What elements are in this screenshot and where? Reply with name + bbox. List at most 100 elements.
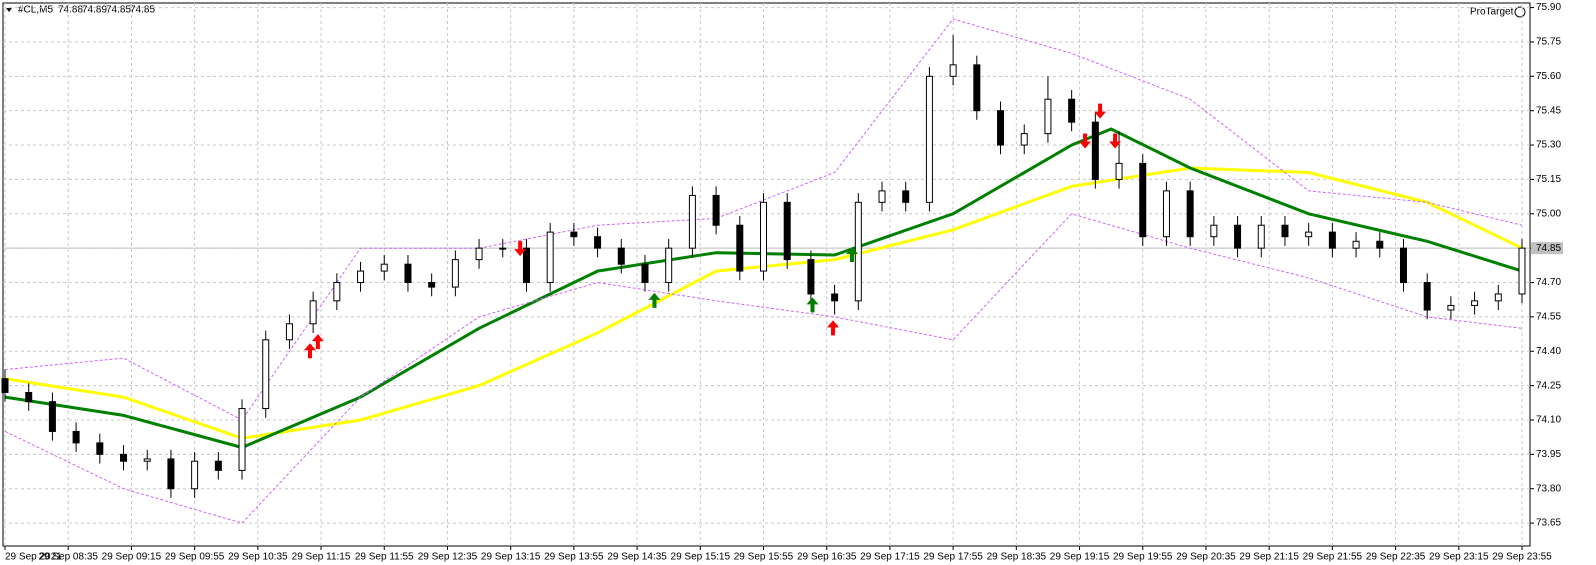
candle-body bbox=[760, 201, 767, 272]
candle-body bbox=[1186, 190, 1194, 238]
y-tick-label: 75.30 bbox=[1536, 140, 1561, 151]
x-tick-label: 29 Sep 08:35 bbox=[38, 552, 98, 563]
signal-arrow bbox=[1094, 103, 1107, 119]
candle-body bbox=[1020, 133, 1028, 146]
candle-body bbox=[357, 270, 365, 284]
x-tick-label: 29 Sep 19:55 bbox=[1113, 552, 1173, 563]
header-value: 74.85 bbox=[130, 5, 155, 16]
candle-body bbox=[262, 339, 270, 410]
x-tick-label: 29 Sep 12:35 bbox=[418, 552, 478, 563]
x-tick-label: 29 Sep 16:35 bbox=[797, 552, 857, 563]
x-tick-label: 29 Sep 15:55 bbox=[734, 552, 794, 563]
x-tick-label: 29 Sep 17:15 bbox=[860, 552, 920, 563]
candle-body bbox=[1091, 121, 1099, 180]
y-tick-label: 75.45 bbox=[1536, 105, 1561, 116]
candle-body bbox=[333, 282, 341, 302]
indicator-icon bbox=[1514, 6, 1526, 18]
x-tick-label: 29 Sep 23:55 bbox=[1492, 552, 1552, 563]
signal-arrow bbox=[806, 297, 819, 313]
last-price-label: 74.85 bbox=[1536, 243, 1561, 254]
x-tick-label: 29 Sep 17:55 bbox=[923, 552, 983, 563]
x-tick-label: 29 Sep 13:15 bbox=[481, 552, 541, 563]
candle-body bbox=[143, 458, 151, 462]
x-tick-label: 29 Sep 18:35 bbox=[987, 552, 1047, 563]
candle-body bbox=[1447, 304, 1455, 311]
x-tick-label: 29 Sep 19:15 bbox=[1050, 552, 1110, 563]
candle-body bbox=[1518, 247, 1526, 295]
candle-body bbox=[404, 263, 412, 284]
indicator-line bbox=[4, 213, 1523, 524]
y-tick-label: 75.15 bbox=[1536, 174, 1561, 185]
y-tick-label: 74.55 bbox=[1536, 312, 1561, 323]
signal-arrow bbox=[514, 241, 527, 257]
header-triangle bbox=[6, 8, 12, 12]
candle-body bbox=[214, 460, 222, 471]
y-tick-label: 73.95 bbox=[1536, 449, 1561, 460]
candle-body bbox=[1, 378, 9, 393]
y-tick-label: 75.75 bbox=[1536, 37, 1561, 48]
x-tick-label: 29 Sep 2021 bbox=[5, 552, 62, 563]
candle-body bbox=[712, 194, 720, 226]
y-tick-label: 75.00 bbox=[1536, 208, 1561, 219]
candle-body bbox=[1352, 240, 1360, 249]
candle-body bbox=[1328, 231, 1336, 249]
y-tick-label: 75.90 bbox=[1536, 2, 1561, 13]
signal-arrow bbox=[845, 247, 858, 263]
y-tick-label: 74.25 bbox=[1536, 380, 1561, 391]
candle-body bbox=[831, 293, 839, 302]
x-tick-label: 29 Sep 20:35 bbox=[1176, 552, 1236, 563]
candle-body bbox=[1423, 282, 1431, 311]
symbol: #CL,M5 bbox=[18, 5, 53, 16]
candle-body bbox=[783, 201, 791, 261]
candle-body bbox=[546, 231, 554, 284]
header-value: 74.88 bbox=[58, 5, 83, 16]
indicator-line bbox=[4, 127, 1523, 450]
candle-body bbox=[191, 460, 199, 490]
candle-body bbox=[1115, 162, 1123, 180]
x-tick-label: 29 Sep 21:15 bbox=[1239, 552, 1299, 563]
candle-body bbox=[973, 64, 981, 112]
signal-arrow bbox=[311, 334, 324, 350]
candle-body bbox=[451, 259, 459, 288]
last-price-box bbox=[1531, 242, 1563, 255]
candle-body bbox=[1162, 190, 1170, 238]
candle-body bbox=[665, 247, 673, 284]
candle-body bbox=[925, 75, 933, 203]
x-tick-label: 29 Sep 14:35 bbox=[607, 552, 667, 563]
indicator-line bbox=[4, 166, 1523, 440]
candle-body bbox=[1399, 247, 1407, 284]
candle-body bbox=[641, 263, 649, 284]
candle-body bbox=[1257, 224, 1265, 249]
candle-body bbox=[1494, 293, 1502, 302]
candle-body bbox=[48, 401, 56, 432]
x-tick-label: 29 Sep 22:35 bbox=[1366, 552, 1426, 563]
candle-body bbox=[120, 453, 128, 462]
y-tick-label: 73.65 bbox=[1536, 518, 1561, 529]
candle-body bbox=[72, 430, 80, 444]
signal-arrow bbox=[648, 292, 661, 308]
candle-body bbox=[1044, 98, 1052, 135]
x-tick-label: 29 Sep 09:15 bbox=[102, 552, 162, 563]
plot-frame bbox=[2, 2, 1531, 547]
candle-body bbox=[25, 391, 33, 403]
candle-body bbox=[1139, 162, 1147, 238]
candle-body bbox=[1068, 98, 1076, 123]
signal-arrow bbox=[303, 343, 316, 359]
x-tick-label: 29 Sep 11:15 bbox=[292, 552, 351, 563]
candle-body bbox=[428, 282, 436, 288]
y-tick-label: 74.40 bbox=[1536, 346, 1561, 357]
candle-body bbox=[1210, 224, 1218, 238]
signal-arrow bbox=[827, 320, 840, 336]
candle-body bbox=[570, 231, 578, 238]
candle-body bbox=[854, 201, 862, 302]
candle-body bbox=[499, 247, 507, 250]
candle-body bbox=[285, 323, 293, 341]
x-tick-label: 29 Sep 23:15 bbox=[1429, 552, 1489, 563]
candle-body bbox=[309, 300, 317, 325]
candle-body bbox=[380, 263, 388, 272]
x-tick-label: 29 Sep 13:55 bbox=[544, 552, 604, 563]
candle-body bbox=[238, 408, 246, 471]
candle-body bbox=[807, 259, 815, 295]
candle-body bbox=[522, 247, 530, 284]
